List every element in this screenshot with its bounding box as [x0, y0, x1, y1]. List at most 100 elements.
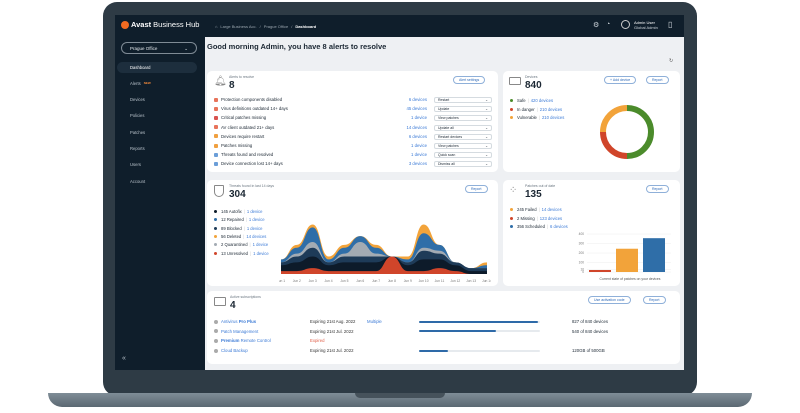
- apps-icon[interactable]: ▯: [668, 20, 673, 29]
- add-device-button[interactable]: + Add device: [604, 76, 637, 84]
- patches-report-button[interactable]: Report: [646, 185, 669, 193]
- subscription-name-link[interactable]: Cloud Backup: [214, 348, 248, 353]
- subscription-name-link[interactable]: Patch Management: [214, 329, 258, 334]
- alert-text: Patches missing: [221, 143, 253, 148]
- legend-devices-link[interactable]: 14 devices: [541, 207, 562, 212]
- legend-label: 356 Scheduled: [517, 224, 545, 229]
- legend-item: 145 Autofix | 1 device: [214, 209, 262, 214]
- legend-item: 13 Unresolved | 1 device: [214, 251, 269, 256]
- legend-devices-link[interactable]: 1 device: [248, 217, 265, 223]
- alert-devices-link[interactable]: 45 devices: [406, 106, 427, 112]
- usage-bar: [419, 349, 540, 352]
- x-tick-label: Jun 9: [404, 279, 412, 283]
- subscription-expiry: Expired: [310, 338, 325, 344]
- legend-devices-link[interactable]: 420 devices: [530, 98, 554, 103]
- sidebar-item-devices[interactable]: Devices: [117, 94, 197, 105]
- devices-report-button[interactable]: Report: [646, 76, 669, 84]
- multiple-link[interactable]: Multiple: [367, 319, 382, 324]
- refresh-icon[interactable]: ↻: [669, 58, 674, 64]
- alert-action-select[interactable]: Quick scan ⌄: [434, 152, 492, 159]
- subscription-name-link[interactable]: Antivirus Pro Plus: [214, 319, 256, 324]
- sidebar-item-dashboard[interactable]: Dashboard: [117, 62, 197, 73]
- alert-row: Critical patches missing: [214, 115, 494, 120]
- patches-count: 135: [525, 189, 542, 200]
- x-tick-label: Jun 6: [356, 279, 364, 283]
- alert-action-select[interactable]: View patches ⌄: [434, 143, 492, 149]
- usage-bar: [419, 330, 540, 333]
- legend-devices-link[interactable]: 123 devices: [539, 215, 563, 221]
- y-tick-label: 400: [579, 232, 585, 236]
- logo[interactable]: Avast Business Hub: [121, 20, 199, 29]
- alert-devices-link[interactable]: 1 device: [410, 152, 427, 158]
- subscription-name-link[interactable]: Premium Remote Control: [214, 338, 271, 343]
- x-tick-label: Jun 4: [324, 279, 332, 283]
- patches-bar-chart: 010 100 200 300 400 Current state of patches …: [579, 232, 671, 281]
- alert-row: Devices require restart: [214, 134, 494, 139]
- office-selector[interactable]: Prague Office ⌄: [121, 42, 197, 54]
- usage-text: 827 of 840 devices: [572, 319, 609, 324]
- sidebar-item-reports[interactable]: Reports: [117, 143, 197, 154]
- devices-label: Devices: [525, 75, 538, 79]
- product-icon: [214, 348, 218, 353]
- bell-icon: 🔔︎: [214, 76, 227, 87]
- top-bar: Avast Business Hub ⌂ Large Business Acc. /…: [115, 15, 684, 37]
- subscription-expiry: Expiring 21st Jul. 2022: [310, 348, 354, 354]
- notifications-icon[interactable]: ◔: [606, 21, 611, 28]
- alert-action-select[interactable]: Dismiss all ⌄: [434, 161, 492, 168]
- subscriptions-report-button[interactable]: Report: [643, 296, 666, 304]
- alert-devices-link[interactable]: 1 device: [410, 143, 427, 148]
- alert-severity-icon: [214, 161, 218, 166]
- alert-action-value: Update all: [438, 125, 454, 130]
- devices-count: 840: [525, 80, 542, 91]
- alert-severity-icon: [214, 106, 218, 111]
- alert-devices-link[interactable]: 6 devices: [408, 133, 427, 139]
- user-info[interactable]: Admin User Global Admin: [634, 20, 658, 30]
- alert-action-select[interactable]: Restart ⌄: [434, 97, 492, 103]
- alert-devices-link[interactable]: 6 devices: [408, 97, 427, 102]
- legend-devices-link[interactable]: 14 devices: [246, 233, 267, 239]
- usage-text: 120GB of 500GB: [572, 348, 605, 354]
- sidebar-item-alerts[interactable]: Alerts NEW: [117, 78, 197, 89]
- alert-text: AV client outdated 21+ days: [221, 124, 275, 130]
- avatar[interactable]: [621, 20, 630, 29]
- alert-devices-link[interactable]: 14 devices: [406, 124, 427, 130]
- legend-devices-link[interactable]: 210 devices: [541, 115, 565, 120]
- alert-settings-button[interactable]: Alert settings: [453, 76, 486, 84]
- breadcrumb-item[interactable]: Prague Office: [263, 24, 289, 29]
- legend-devices-link[interactable]: 1 device: [246, 209, 263, 214]
- sidebar-item-patches[interactable]: Patches: [117, 127, 197, 138]
- alerts-label: Alerts to resolve: [229, 75, 255, 79]
- legend-dot: [214, 234, 217, 238]
- new-badge: NEW: [143, 81, 151, 85]
- alert-text: Devices require restart: [221, 133, 265, 139]
- legend-devices-link[interactable]: 1 device: [253, 250, 269, 256]
- x-tick-label: Jun 2: [293, 279, 301, 283]
- sidebar-item-policies[interactable]: Policies: [117, 110, 197, 121]
- alert-devices-link[interactable]: 3 devices: [408, 161, 427, 167]
- legend-dot: [214, 218, 217, 222]
- x-tick-label: Jun 3: [309, 279, 317, 283]
- collapse-sidebar-icon[interactable]: «: [122, 355, 126, 362]
- legend-item: 12 Repaired | 1 device: [214, 217, 265, 222]
- legend-item: Vulnerable | 210 devices: [510, 115, 564, 120]
- gear-icon[interactable]: ⚙: [593, 22, 600, 29]
- breadcrumb-item[interactable]: Large Business Acc.: [220, 24, 257, 29]
- donut-slice: [600, 105, 628, 133]
- alert-row: Protection components disabled: [214, 97, 494, 102]
- legend-devices-link[interactable]: 1 device: [246, 225, 263, 231]
- alert-action-value: Quick scan: [438, 153, 456, 158]
- legend-devices-link[interactable]: 210 devices: [539, 106, 563, 112]
- alert-action-select[interactable]: Update all ⌄: [434, 124, 492, 131]
- alert-action-select[interactable]: View patches ⌄: [434, 115, 492, 122]
- y-tick-label: 300: [579, 242, 585, 246]
- alert-action-select[interactable]: Update ⌄: [434, 106, 492, 113]
- legend-label: 12 Repaired: [221, 217, 244, 223]
- sidebar-item-account[interactable]: Account: [117, 176, 197, 187]
- threats-report-button[interactable]: Report: [465, 185, 488, 193]
- legend-devices-link[interactable]: 1 device: [252, 242, 269, 248]
- sidebar-item-users[interactable]: Users: [117, 159, 197, 170]
- alert-devices-link[interactable]: 1 device: [410, 115, 427, 121]
- alert-action-select[interactable]: Restart devices ⌄: [434, 133, 492, 140]
- legend-devices-link[interactable]: 6 devices: [550, 224, 568, 229]
- use-activation-code-button[interactable]: Use activation code: [588, 296, 631, 304]
